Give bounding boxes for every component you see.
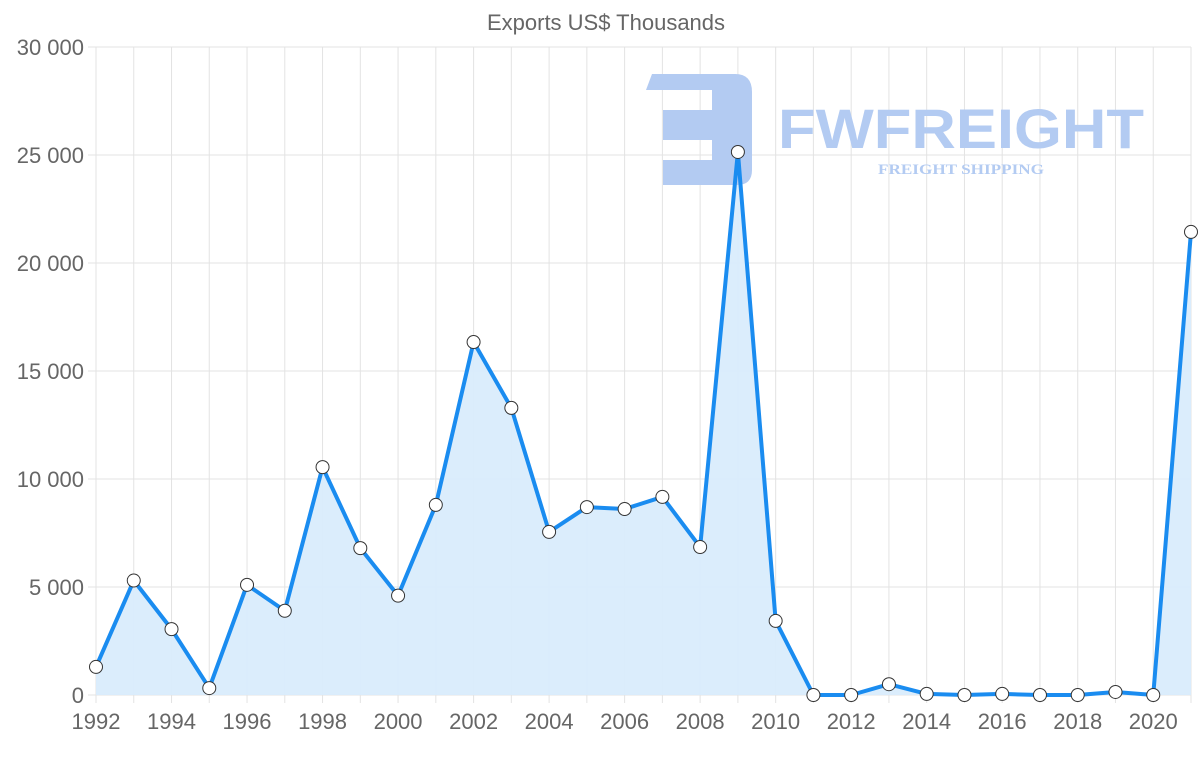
y-tick-label: 10 000	[17, 467, 84, 492]
data-point	[1108, 684, 1123, 699]
data-point	[1146, 688, 1161, 702]
data-point	[1184, 224, 1198, 239]
x-axis: 1992 1994 1996 1998 2000 2002 2004 2006 2008 2010…	[72, 709, 1178, 734]
x-tick-label: 2010	[751, 709, 800, 734]
data-point	[693, 540, 708, 555]
data-point	[844, 688, 859, 702]
data-point	[1032, 688, 1047, 702]
data-point	[315, 460, 330, 475]
y-tick-label: 20 000	[17, 251, 84, 276]
x-tick-label: 1998	[298, 709, 347, 734]
watermark-brand: FWFREIGHT	[778, 97, 1144, 160]
data-point	[277, 603, 292, 618]
data-point	[164, 622, 179, 637]
x-tick-label: 2008	[676, 709, 725, 734]
x-tick-label: 1996	[223, 709, 272, 734]
data-point	[542, 524, 557, 539]
data-point	[126, 573, 141, 588]
series-exports	[89, 144, 1198, 702]
x-tick-label: 2002	[449, 709, 498, 734]
x-tick-label: 2016	[978, 709, 1027, 734]
data-point	[504, 400, 519, 415]
data-point	[240, 577, 255, 592]
y-tick-label: 5 000	[29, 575, 84, 600]
data-point	[617, 502, 632, 517]
data-point	[995, 686, 1010, 701]
y-tick-label: 0	[72, 683, 84, 708]
data-point	[881, 677, 896, 692]
x-tick-label: 1994	[147, 709, 196, 734]
x-tick-label: 2006	[600, 709, 649, 734]
x-tick-label: 1992	[72, 709, 121, 734]
chart-title: Exports US$ Thousands	[487, 10, 725, 35]
data-point	[730, 144, 745, 159]
data-point	[89, 659, 103, 674]
series-area	[96, 151, 1191, 695]
data-point	[919, 686, 934, 701]
watermark-logo-icon	[646, 74, 752, 185]
y-tick-label: 30 000	[17, 35, 84, 60]
x-tick-label: 2014	[902, 709, 951, 734]
data-point	[806, 688, 821, 702]
x-tick-label: 2000	[374, 709, 423, 734]
data-point	[391, 588, 406, 603]
data-point	[768, 613, 783, 628]
data-point	[353, 541, 368, 556]
x-tick-label: 2004	[525, 709, 574, 734]
x-tick-label: 2018	[1053, 709, 1102, 734]
y-tick-label: 25 000	[17, 143, 84, 168]
data-point	[655, 489, 670, 504]
data-point	[466, 335, 481, 350]
watermark-logo: FWFREIGHT FREIGHT SHIPPING	[646, 74, 1144, 185]
data-point	[428, 497, 443, 512]
data-point	[202, 681, 217, 696]
x-tick-label: 2012	[827, 709, 876, 734]
watermark-tagline: FREIGHT SHIPPING	[878, 162, 1044, 178]
data-point	[957, 688, 972, 702]
data-point	[1070, 688, 1085, 702]
y-axis: 0 5 000 10 000 15 000 20 000 25 000 30 000	[17, 35, 84, 708]
data-point	[579, 500, 594, 515]
y-tick-label: 15 000	[17, 359, 84, 384]
x-tick-label: 2020	[1129, 709, 1178, 734]
